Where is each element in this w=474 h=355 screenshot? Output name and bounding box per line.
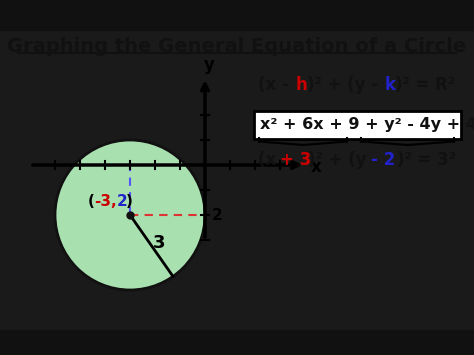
FancyBboxPatch shape	[254, 111, 461, 139]
Bar	[0, 330, 474, 355]
Circle shape	[55, 140, 205, 290]
Text: 2: 2	[117, 193, 128, 208]
Text: 2: 2	[212, 208, 223, 223]
Text: h: h	[296, 76, 308, 94]
Text: )² = R²: )² = R²	[395, 76, 455, 94]
Bar	[0, 0, 474, 30]
Text: ): )	[126, 193, 133, 208]
Text: -3,: -3,	[94, 193, 117, 208]
Text: (: (	[88, 193, 95, 208]
Text: k: k	[385, 76, 396, 94]
Text: x² + 6x + 9 + y² - 4y + 4 = 9: x² + 6x + 9 + y² - 4y + 4 = 9	[260, 118, 474, 132]
Text: )² + (y -: )² + (y -	[307, 76, 384, 94]
Text: )² = 3²: )² = 3²	[397, 151, 456, 169]
Text: y: y	[203, 55, 214, 73]
Text: Graphing the General Equation of a Circle: Graphing the General Equation of a Circl…	[8, 37, 466, 56]
Text: (x: (x	[258, 151, 282, 169]
Text: - 2: - 2	[371, 151, 395, 169]
Text: 3: 3	[153, 234, 166, 252]
Text: x: x	[311, 158, 322, 176]
Text: + 3: + 3	[280, 151, 311, 169]
Text: (x -: (x -	[258, 76, 295, 94]
Text: )² + (y: )² + (y	[308, 151, 372, 169]
